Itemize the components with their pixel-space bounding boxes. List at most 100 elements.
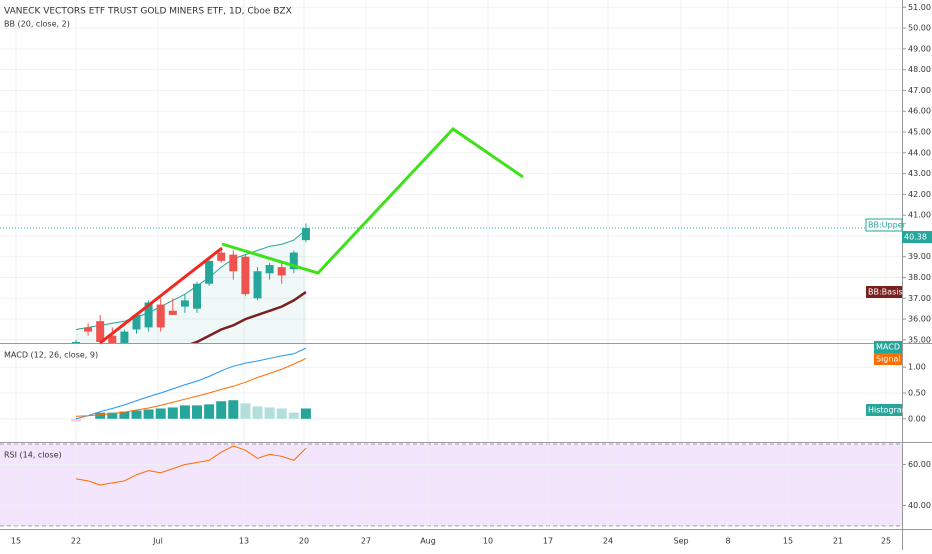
candle-body xyxy=(193,283,201,309)
candle-body xyxy=(168,310,177,315)
price-tick-label: 49.00 xyxy=(908,44,931,53)
badge-label: BB:Basis xyxy=(868,288,903,297)
rsi-pane xyxy=(75,445,307,486)
trend-drawing[interactable] xyxy=(99,246,223,345)
histogram-bar xyxy=(192,405,202,419)
badge-label: Signal xyxy=(876,355,901,364)
candle-body xyxy=(265,265,274,274)
macd-pane xyxy=(71,347,311,422)
histogram-bar xyxy=(264,407,275,419)
time-tick-label: 22 xyxy=(71,537,81,546)
bb-upper xyxy=(75,229,307,330)
price-pane xyxy=(0,223,902,343)
price-tick-label: 45.00 xyxy=(908,128,931,137)
price-tick-label: 36.00 xyxy=(908,315,931,324)
bb-legend: BB (20, close, 2) xyxy=(4,20,70,29)
badge xyxy=(874,353,902,365)
symbol-title: VANECK VECTORS ETF TRUST GOLD MINERS ETF… xyxy=(4,7,292,17)
time-tick-label: 20 xyxy=(299,537,309,546)
time-tick-label: 25 xyxy=(881,537,891,546)
badge xyxy=(865,218,903,232)
price-tick-label: 41.00 xyxy=(908,211,931,220)
price-tick-label: 40.00 xyxy=(908,501,931,510)
histogram-bar xyxy=(228,400,239,419)
histogram-bar xyxy=(179,405,190,419)
price-tick-label: 1.00 xyxy=(908,363,926,372)
candle-body xyxy=(180,300,189,307)
candle-body xyxy=(96,321,105,342)
price-tick-label: 35.00 xyxy=(908,335,931,344)
rsi-band xyxy=(0,444,902,526)
histogram-bar xyxy=(95,412,106,419)
candle-body xyxy=(132,314,141,330)
candle-body xyxy=(241,256,250,295)
price-tick-label: 37.00 xyxy=(908,294,931,303)
time-tick-label: 15 xyxy=(783,537,793,546)
candle-body xyxy=(205,260,214,284)
histogram-bar xyxy=(71,418,81,422)
candle-body xyxy=(289,252,298,270)
time-tick-label: 15 xyxy=(11,537,21,546)
price-tick-label: 43.00 xyxy=(908,169,931,178)
candle-body xyxy=(120,331,129,343)
price-tick-label: 0.50 xyxy=(908,389,926,398)
candle-body xyxy=(277,267,286,276)
histogram-bar xyxy=(143,409,154,419)
price-tick-label: 50.00 xyxy=(908,24,931,33)
histogram-bar xyxy=(216,401,227,419)
histogram-bar xyxy=(240,403,251,419)
time-tick-label: Aug xyxy=(420,537,436,546)
badge xyxy=(866,404,902,416)
histogram-bar xyxy=(155,408,166,419)
price-tick-label: 48.00 xyxy=(908,65,931,74)
time-tick-label: 17 xyxy=(543,537,553,546)
macd-legend: MACD (12, 26, close, 9) xyxy=(4,351,98,360)
histogram-bar xyxy=(119,411,130,419)
candle-body xyxy=(301,228,310,241)
histogram-bar xyxy=(131,410,142,419)
marks xyxy=(0,223,902,486)
candle-body xyxy=(156,304,165,328)
histogram-bar xyxy=(276,408,287,419)
histogram-bar xyxy=(167,407,178,419)
price-tick-label: 60.00 xyxy=(908,460,931,469)
price-tick-label: 44.00 xyxy=(908,148,931,157)
time-tick-label: 27 xyxy=(361,537,371,546)
rsi-line xyxy=(75,445,307,486)
candle-body xyxy=(253,271,262,299)
histogram-bar xyxy=(252,406,263,419)
histogram-bar xyxy=(300,408,311,419)
price-tick-label: 47.00 xyxy=(908,86,931,95)
time-tick-label: 21 xyxy=(833,537,843,546)
time-tick-label: 13 xyxy=(239,537,249,546)
histogram-bar xyxy=(204,404,215,419)
candle-body xyxy=(229,254,238,272)
badge-label: 40.38 xyxy=(904,233,927,242)
grid xyxy=(0,0,906,529)
price-tick-label: 39.00 xyxy=(908,252,931,261)
candle-body xyxy=(217,252,226,261)
badge xyxy=(866,286,902,298)
badge-label: Histogram xyxy=(868,406,910,415)
candle-body xyxy=(72,341,80,343)
time-tick-label: Sep xyxy=(673,537,688,546)
price-tick-label: 51.00 xyxy=(908,3,931,12)
bb-basis xyxy=(190,291,307,343)
price-tick-label: 38.00 xyxy=(908,273,931,282)
candle-body xyxy=(84,327,93,332)
time-tick-label: 10 xyxy=(483,537,493,546)
path-drawing[interactable] xyxy=(221,127,524,275)
badge xyxy=(874,341,902,353)
price-tick-label: 0.00 xyxy=(908,414,926,423)
price-tick-label: 46.00 xyxy=(908,107,931,116)
rsi-legend: RSI (14, close) xyxy=(4,451,62,460)
histogram-bar xyxy=(107,412,118,419)
time-tick-label: 24 xyxy=(603,537,613,546)
badge xyxy=(902,231,932,244)
signal-line xyxy=(75,357,307,417)
badge-label: BB:Upper xyxy=(868,221,907,230)
time-tick-label: Jul xyxy=(152,537,163,546)
candle-body xyxy=(108,335,117,343)
price-tick-label: 42.00 xyxy=(908,190,931,199)
